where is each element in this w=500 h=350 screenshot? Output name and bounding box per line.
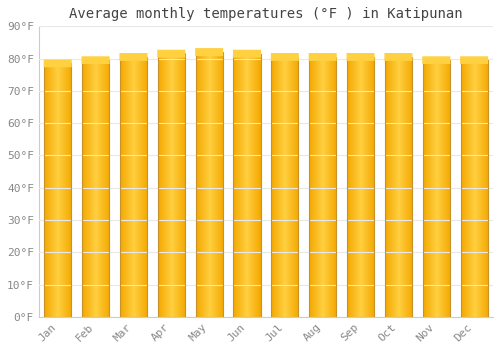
Bar (120, 57, 147, 317)
FancyBboxPatch shape (195, 48, 223, 56)
Title: Average monthly temperatures (°F ) in Katipunan: Average monthly temperatures (°F ) in Ka… (69, 7, 462, 21)
Bar (309, 57, 336, 317)
Bar (82, 60, 109, 317)
FancyBboxPatch shape (271, 53, 299, 61)
FancyBboxPatch shape (346, 53, 374, 61)
FancyBboxPatch shape (158, 50, 186, 58)
FancyBboxPatch shape (82, 56, 110, 64)
FancyBboxPatch shape (308, 53, 336, 61)
Bar (44, 63, 72, 317)
Bar (422, 60, 450, 317)
FancyBboxPatch shape (44, 60, 72, 67)
FancyBboxPatch shape (233, 50, 261, 58)
Bar (271, 57, 298, 317)
FancyBboxPatch shape (384, 53, 412, 61)
Bar (347, 57, 374, 317)
FancyBboxPatch shape (120, 53, 148, 61)
Bar (460, 60, 488, 317)
FancyBboxPatch shape (460, 56, 488, 64)
Bar (196, 52, 223, 317)
Bar (385, 57, 412, 317)
Bar (158, 54, 185, 317)
Bar (234, 54, 260, 317)
FancyBboxPatch shape (422, 56, 450, 64)
